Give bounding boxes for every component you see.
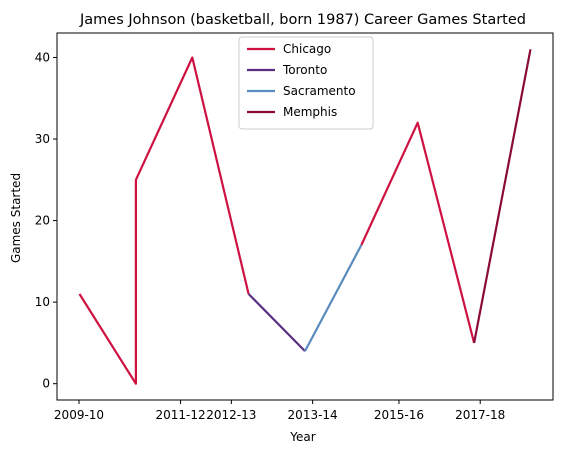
- y-tick-label: 40: [35, 50, 50, 64]
- plot-frame: [56, 32, 554, 401]
- x-axis-ticks: 2009-10 2011-12 2012-13 2013-14 2015-16 2017-…: [54, 400, 505, 422]
- x-tick-label: 2013-14: [288, 408, 338, 422]
- x-axis-label: Year: [289, 430, 315, 444]
- series-line-sacramento: [304, 244, 363, 352]
- y-tick-label: 30: [35, 132, 50, 146]
- series-lines: [78, 49, 532, 385]
- x-tick-label: 2017-18: [455, 408, 505, 422]
- legend: Chicago Toronto Sacramento Memphis: [238, 36, 374, 130]
- x-tick-label: 2015-16: [374, 408, 424, 422]
- y-tick-label: 20: [35, 214, 50, 228]
- legend-label: Chicago: [283, 42, 331, 56]
- y-axis-label: Games Started: [9, 173, 23, 263]
- x-tick-label: 2009-10: [54, 408, 104, 422]
- x-tick-label: 2012-13: [206, 408, 256, 422]
- y-tick-label: 10: [35, 295, 50, 309]
- legend-label: Memphis: [283, 105, 337, 119]
- series-line-toronto: [247, 293, 306, 352]
- series-line-chicago: [360, 121, 476, 344]
- x-tick-label: 2011-12: [156, 408, 206, 422]
- legend-label: Sacramento: [283, 84, 356, 98]
- y-tick-label: 0: [42, 377, 50, 391]
- chart-title: James Johnson (basketball, born 1987) Ca…: [79, 12, 526, 28]
- legend-label: Toronto: [282, 63, 327, 77]
- legend-box: [238, 36, 374, 130]
- series-line-memphis: [473, 49, 532, 344]
- y-axis-ticks: 0 10 20 30 40: [35, 50, 57, 391]
- plot-border: [56, 32, 554, 401]
